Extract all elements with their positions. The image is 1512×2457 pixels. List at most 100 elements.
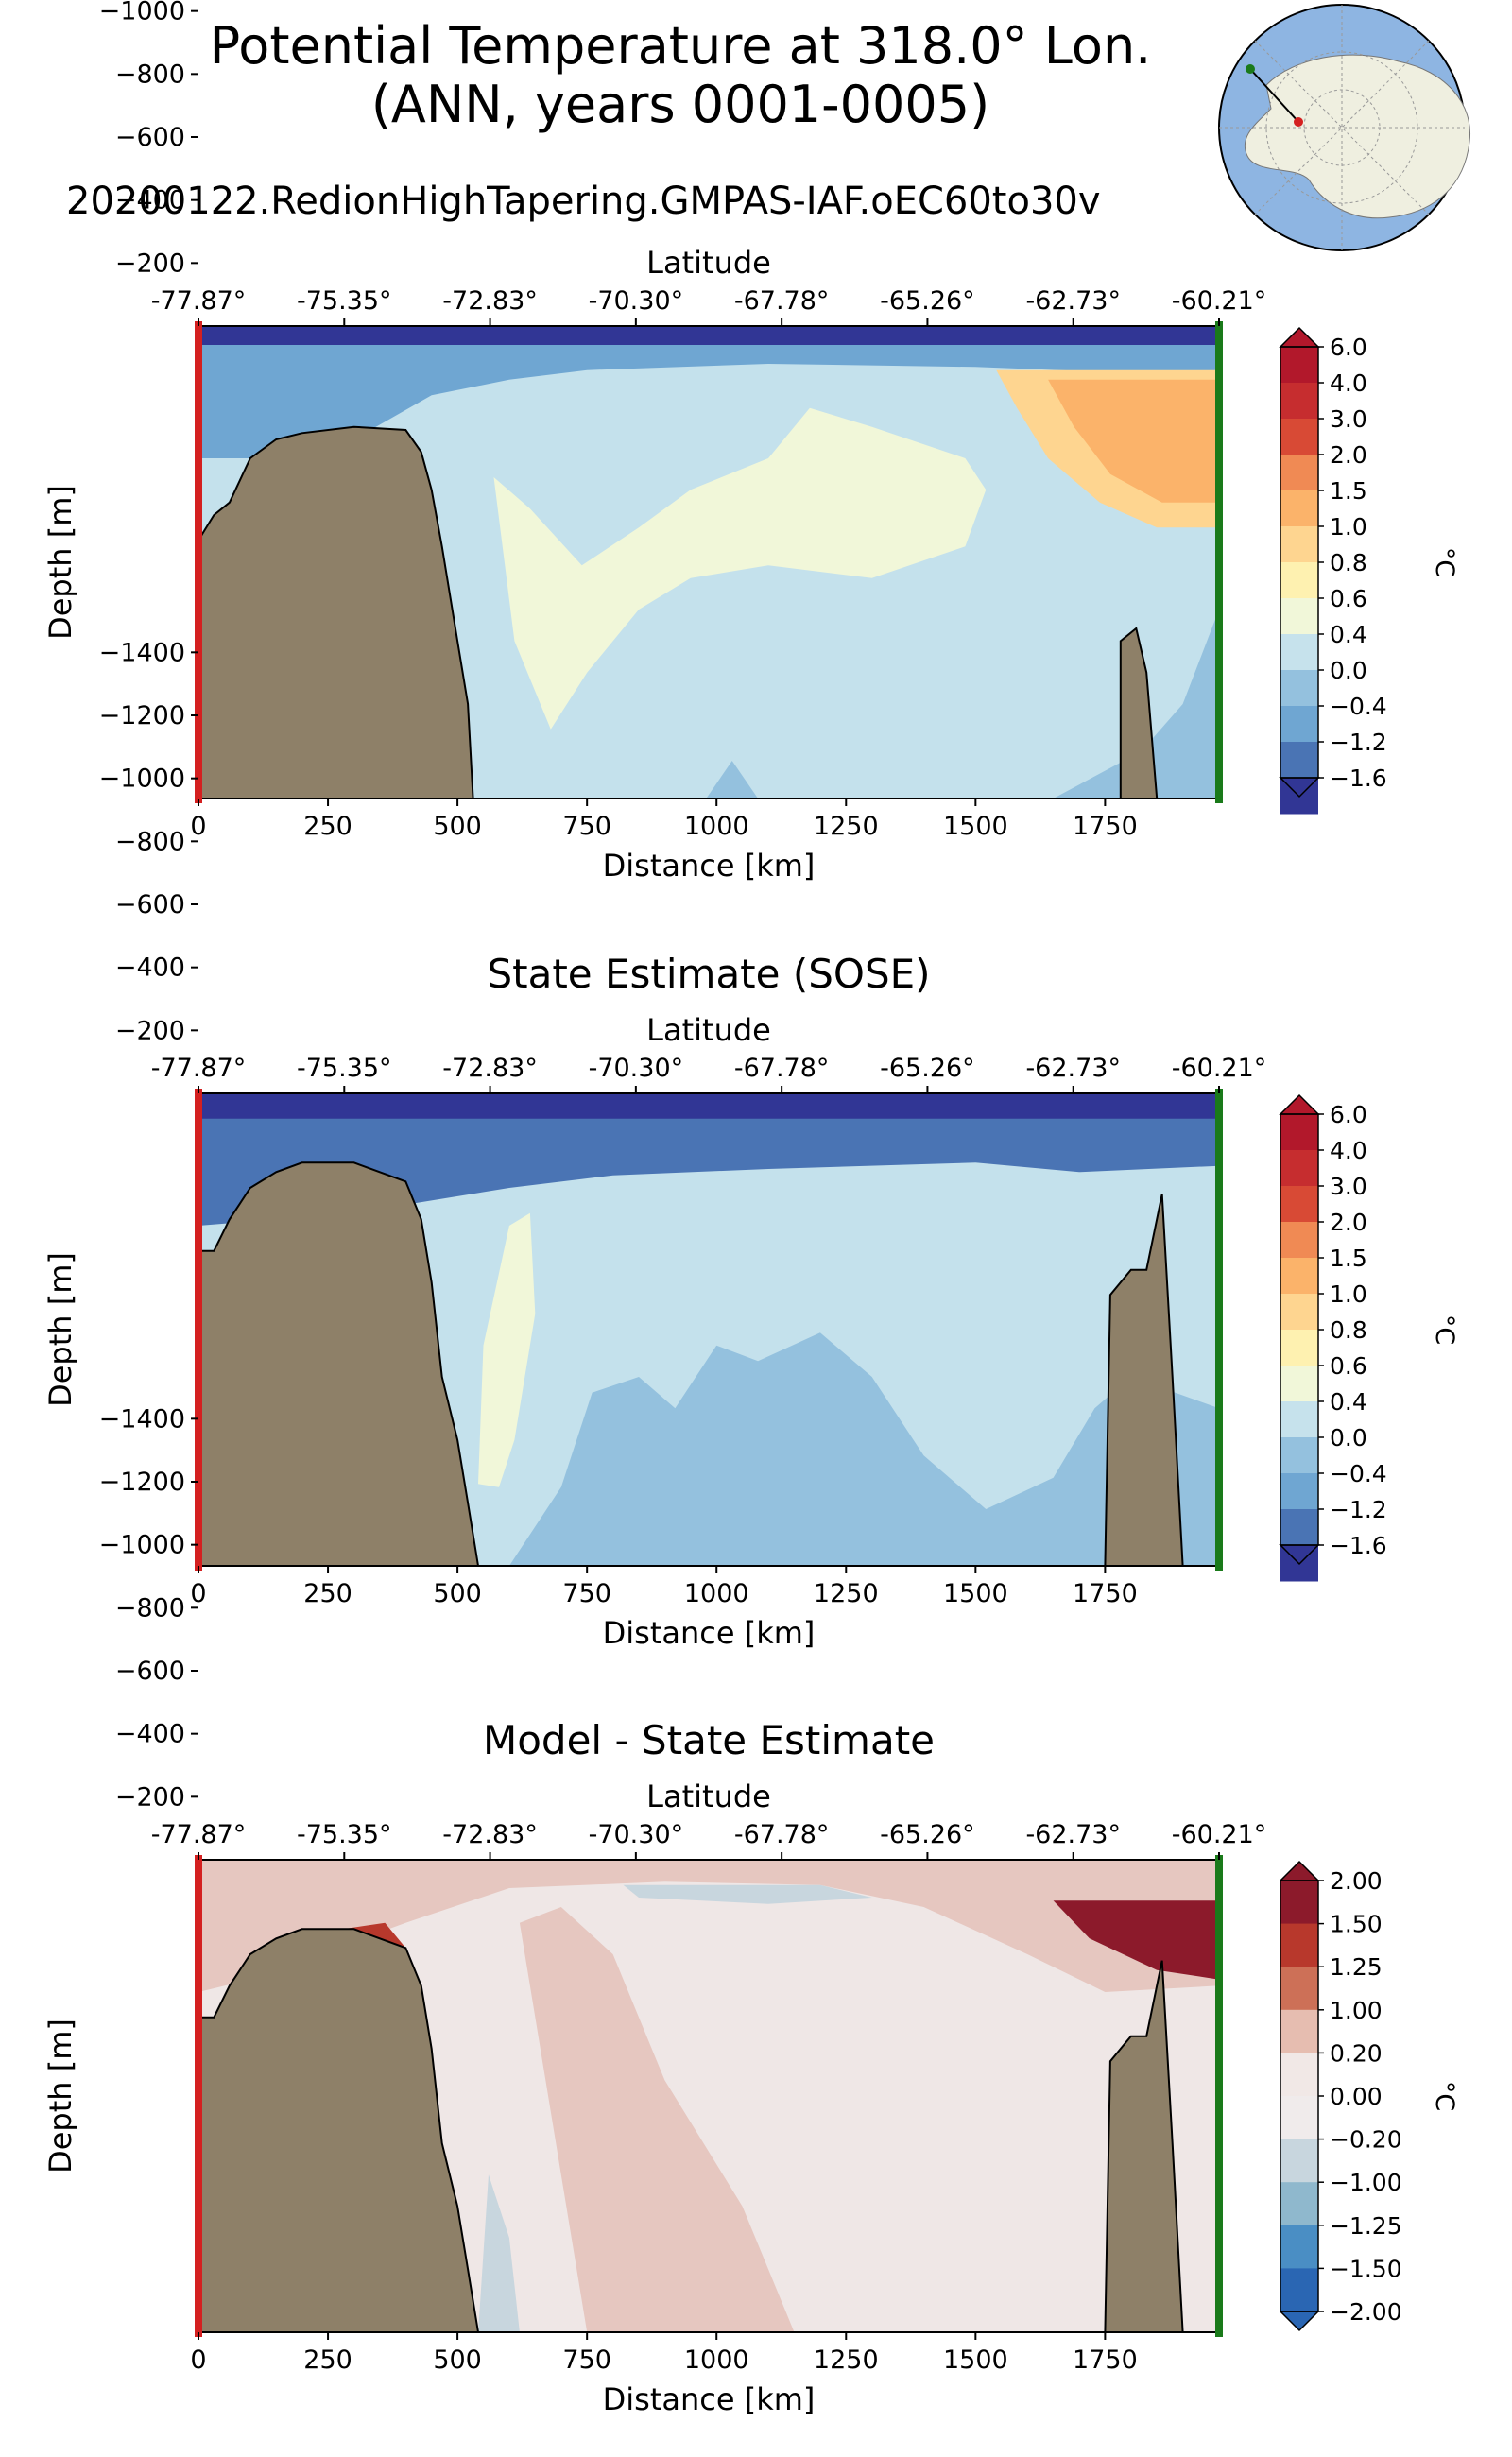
panel-title: Model - State Estimate	[483, 1717, 935, 1763]
colorbar-tick-label: 1.50	[1330, 1911, 1383, 1938]
colorbar-tick-label: −1.50	[1330, 2255, 1402, 2282]
y-tick-label: −200	[115, 1016, 185, 1045]
x-tick-label: 0	[190, 812, 206, 841]
colorbar-tick-label: 6.0	[1330, 334, 1367, 361]
colorbar-label: °C	[1430, 2081, 1459, 2111]
colorbar-tick-label: 0.6	[1330, 585, 1367, 612]
x-axis-label: Distance [km]	[603, 2381, 816, 2417]
plot-area	[198, 1860, 1219, 2332]
chart-panel-3: Model - State Estimate Latitude 0 250 500 750…	[43, 1404, 1459, 2417]
latitude-tick-label: -60.21°	[1172, 286, 1267, 316]
latitude-tick-label: -70.30°	[589, 1820, 684, 1849]
title-line-1: Potential Temperature at 318.0° Lon.	[209, 16, 1152, 76]
transect-start-marker	[1294, 117, 1303, 127]
colorbar-tick-label: 1.5	[1330, 477, 1367, 505]
colorbar-swatch	[1280, 2268, 1318, 2312]
colorbar-swatch	[1280, 1150, 1318, 1187]
contour-warm-intermediate-water	[493, 407, 987, 730]
colorbar-tick-label: 2.00	[1330, 1867, 1383, 1895]
colorbar-extend-bottom	[1279, 2311, 1320, 2332]
chart-panel-1: Latitude 0 250 500 750 1000 1250 1500 1750 Distan…	[43, 0, 1459, 884]
colorbar-swatch	[1280, 1330, 1318, 1366]
colorbar-swatch	[1280, 634, 1318, 671]
contour-positive-anomaly-broad	[198, 1860, 1219, 1992]
colorbar-swatch	[1280, 455, 1318, 491]
x-tick-label: 250	[303, 812, 352, 841]
colorbar-swatch	[1280, 1258, 1318, 1295]
colorbar-tick-label: 0.20	[1330, 2039, 1383, 2067]
colorbar-tick-label: −1.6	[1330, 765, 1387, 792]
chart-panel-2: State Estimate (SOSE) Latitude 0 250 500 750 1…	[43, 638, 1459, 1651]
colorbar-swatch	[1280, 562, 1318, 599]
colorbar-swatch	[1280, 419, 1318, 455]
x-tick-label: 1750	[1073, 1579, 1138, 1608]
colorbar-swatch	[1280, 706, 1318, 743]
x-tick-label: 750	[562, 2345, 611, 2375]
x-tick-label: 0	[190, 1579, 206, 1608]
y-tick-label: −200	[115, 1782, 185, 1812]
y-axis-label: Depth [m]	[43, 2019, 78, 2174]
colorbar-swatch	[1280, 2009, 1318, 2053]
x-axis-label: Distance [km]	[603, 1615, 816, 1651]
colorbar-tick-label: 4.0	[1330, 1137, 1367, 1164]
x-tick-label: 750	[562, 1579, 611, 1608]
colorbar-tick-label: 0.0	[1330, 1424, 1367, 1452]
colorbar-tick-label: 0.00	[1330, 2083, 1383, 2110]
latitude-tick-label: -67.78°	[734, 286, 830, 316]
colorbar-extend-top	[1279, 1093, 1320, 1115]
colorbar-tick-label: 1.25	[1330, 1953, 1383, 1981]
colorbar-swatch	[1280, 2225, 1318, 2269]
latitude-tick-label: -65.26°	[880, 286, 975, 316]
contour-strong-warm-anomaly	[1053, 1900, 1219, 1980]
latitude-tick-label: -72.83°	[442, 1054, 538, 1083]
contour-negative-anomaly-slope	[478, 2174, 520, 2332]
antarctica-landmass	[1244, 54, 1471, 219]
x-tick-label: 750	[562, 812, 611, 841]
colorbar-swatch	[1280, 1473, 1318, 1510]
latitude-tick-label: -72.83°	[442, 286, 538, 316]
colorbar-tick-label: 1.00	[1330, 1997, 1383, 2024]
colorbar-tick-label: 3.0	[1330, 1173, 1367, 1200]
colorbar-label: °C	[1430, 547, 1459, 577]
colorbar-swatch	[1280, 2139, 1318, 2183]
colorbar-extend-top	[1279, 1860, 1320, 1881]
colorbar-tick-label: 0.4	[1330, 1388, 1367, 1416]
colorbar-tick-label: 0.8	[1330, 1316, 1367, 1344]
latitude-tick-label: -75.35°	[297, 1054, 392, 1083]
colorbar: 6.0 4.0 3.0 2.0 1.5 1.0 0.8 0.6 0.4 0.0 −0.4 −1.2 −1…	[1279, 326, 1459, 815]
contour-subsurface-cool-layer	[198, 1118, 1219, 1226]
y-axis-label: Depth [m]	[43, 1252, 78, 1407]
latitude-axis-label: Latitude	[646, 245, 771, 281]
colorbar-tick-label: 0.8	[1330, 549, 1367, 576]
colorbar: 2.00 1.50 1.25 1.00 0.20 0.00 −0.20 −1.00 −1.25 −…	[1279, 1860, 1459, 2332]
latitude-tick-label: -75.35°	[297, 1820, 392, 1849]
latitude-tick-label: -62.73°	[1025, 1054, 1121, 1083]
bathymetry-land	[198, 425, 474, 799]
colorbar-swatch	[1280, 742, 1318, 779]
colorbar-swatch	[1280, 2182, 1318, 2226]
x-tick-label: 500	[433, 1579, 482, 1608]
colorbar-tick-label: 0.0	[1330, 657, 1367, 684]
y-tick-label: −400	[115, 186, 185, 215]
latitude-tick-label: -65.26°	[880, 1820, 975, 1849]
contour-deep-cool-water	[508, 1332, 1219, 1566]
colorbar-swatch	[1280, 383, 1318, 420]
x-tick-label: 1000	[684, 1579, 749, 1608]
colorbar-extend-top	[1279, 326, 1320, 348]
colorbar-tick-label: 0.4	[1330, 621, 1367, 648]
x-tick-label: 250	[303, 2345, 352, 2375]
colorbar-tick-label: 3.0	[1330, 405, 1367, 433]
contour-negative-anomaly-surface	[623, 1884, 872, 1904]
colorbar-tick-label: −0.20	[1330, 2126, 1402, 2154]
y-tick-label: −200	[115, 249, 185, 278]
x-tick-label: 1500	[943, 2345, 1008, 2375]
x-axis-label: Distance [km]	[603, 848, 816, 884]
colorbar-swatch	[1280, 526, 1318, 563]
colorbar-tick-label: 2.0	[1330, 1209, 1367, 1236]
y-tick-label: −600	[115, 1657, 185, 1686]
bathymetry-ridge	[1104, 1960, 1184, 2332]
latitude-tick-label: -67.78°	[734, 1820, 830, 1849]
y-tick-label: −1000	[99, 0, 185, 26]
y-tick-label: −800	[115, 1593, 185, 1623]
